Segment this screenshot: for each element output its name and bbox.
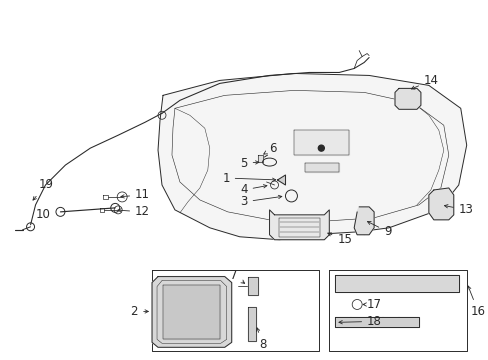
- Polygon shape: [335, 275, 458, 292]
- Polygon shape: [257, 155, 262, 162]
- Polygon shape: [163, 284, 219, 339]
- Polygon shape: [277, 175, 285, 185]
- Text: 16: 16: [467, 286, 485, 318]
- Text: 7: 7: [230, 269, 244, 283]
- Polygon shape: [335, 318, 418, 327]
- Text: 15: 15: [327, 233, 351, 246]
- Polygon shape: [428, 188, 453, 220]
- Polygon shape: [353, 207, 373, 235]
- Text: 13: 13: [444, 203, 473, 216]
- Text: 2: 2: [130, 305, 148, 318]
- Polygon shape: [158, 73, 466, 240]
- Polygon shape: [152, 276, 231, 347]
- Polygon shape: [305, 163, 339, 172]
- Text: 19: 19: [33, 179, 53, 200]
- Text: 9: 9: [366, 221, 391, 238]
- Text: 5: 5: [240, 157, 258, 170]
- Text: 3: 3: [240, 195, 281, 208]
- Text: 8: 8: [256, 328, 266, 351]
- Text: 14: 14: [410, 74, 438, 89]
- Polygon shape: [247, 276, 257, 294]
- Text: 4: 4: [240, 184, 266, 197]
- Polygon shape: [269, 210, 328, 240]
- Polygon shape: [394, 89, 420, 109]
- Polygon shape: [294, 130, 348, 155]
- Text: 17: 17: [363, 298, 381, 311]
- Text: 11: 11: [121, 188, 150, 202]
- Text: 12: 12: [118, 205, 150, 219]
- Text: 6: 6: [263, 141, 277, 155]
- Polygon shape: [247, 307, 255, 341]
- Circle shape: [318, 145, 324, 151]
- Text: 1: 1: [222, 171, 275, 185]
- Text: 18: 18: [338, 315, 381, 328]
- Text: 10: 10: [36, 208, 50, 221]
